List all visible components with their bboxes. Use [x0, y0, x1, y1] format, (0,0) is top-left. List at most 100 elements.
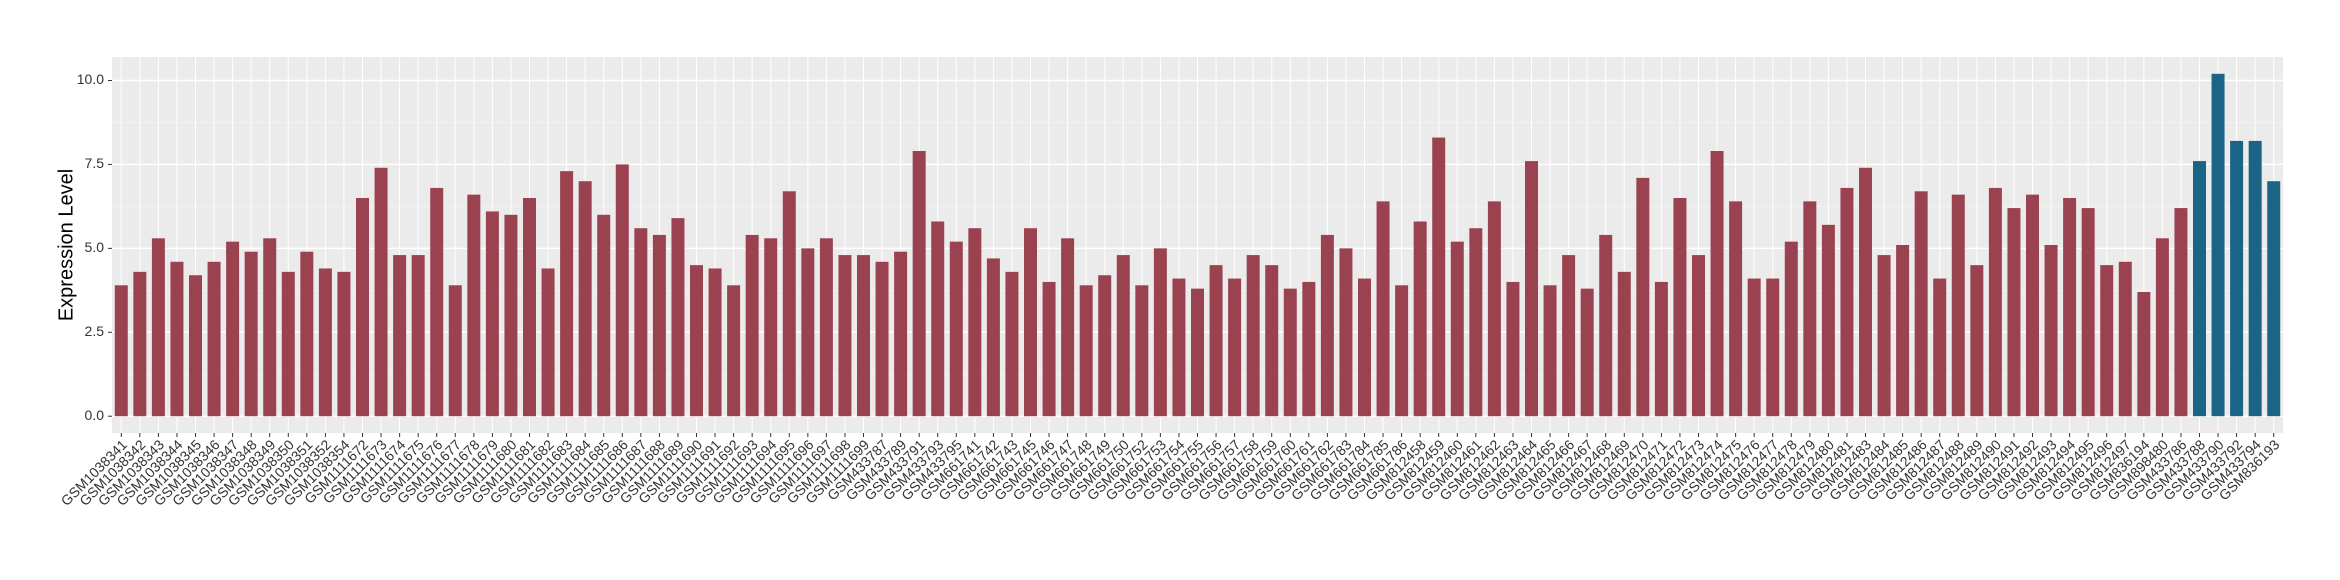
bar: [1116, 255, 1130, 417]
bar: [1784, 241, 1798, 417]
bar: [671, 218, 685, 417]
bar: [1061, 238, 1075, 417]
bar: [690, 265, 703, 417]
bar: [1821, 224, 1835, 417]
bar: [1469, 228, 1483, 417]
bar: [2100, 265, 2114, 417]
bar: [1283, 288, 1297, 417]
bar: [1191, 288, 1204, 417]
bar: [801, 248, 815, 417]
bar: [1005, 271, 1019, 417]
bar: [2081, 208, 2095, 417]
bar: [1376, 201, 1390, 417]
bar: [782, 191, 796, 417]
bar: [1840, 187, 1854, 417]
bar: [2007, 208, 2021, 417]
bar: [1079, 285, 1093, 417]
bar: [2026, 194, 2039, 417]
bar: [485, 211, 499, 417]
bar: [226, 241, 240, 417]
y-tick-label: 10.0: [77, 71, 104, 87]
bar: [1673, 198, 1687, 417]
bar: [189, 275, 202, 417]
bar: [430, 187, 444, 417]
bar: [1135, 285, 1149, 417]
bar: [170, 261, 184, 417]
bar: [337, 271, 351, 417]
bar: [968, 228, 982, 417]
bar: [2118, 261, 2132, 417]
bar: [857, 255, 870, 417]
bar: [1729, 201, 1743, 417]
bar: [2155, 238, 2169, 417]
bar: [411, 255, 425, 417]
bar: [1339, 248, 1353, 417]
bar: [281, 271, 295, 417]
bar: [1098, 275, 1112, 417]
bar: [1692, 255, 1705, 417]
bar: [2193, 161, 2206, 417]
bar: [467, 194, 481, 417]
bar: [1803, 201, 1817, 417]
bar: [114, 285, 128, 417]
bar: [1450, 241, 1464, 417]
bar: [2174, 208, 2188, 417]
bar: [1024, 228, 1037, 417]
bar: [615, 164, 629, 417]
bar: [1747, 278, 1761, 417]
bar: [764, 238, 778, 417]
bar: [560, 171, 574, 417]
y-tick-label: 7.5: [85, 155, 105, 171]
bar: [318, 268, 332, 417]
bar: [1432, 137, 1446, 417]
bar: [1302, 281, 1316, 417]
bar: [448, 285, 462, 417]
bar: [393, 255, 407, 417]
bar: [1636, 177, 1650, 417]
bar: [1654, 281, 1668, 417]
bar: [597, 214, 611, 417]
bar: [1228, 278, 1242, 417]
bar: [1395, 285, 1409, 417]
bar: [1580, 288, 1594, 417]
bar: [949, 241, 963, 417]
bar: [356, 198, 369, 417]
y-tick-label: 0.0: [85, 407, 105, 423]
bar: [1320, 234, 1334, 417]
y-axis-label: Expression Level: [55, 169, 77, 321]
bar: [1172, 278, 1186, 417]
bar: [2230, 140, 2244, 417]
bar: [819, 238, 833, 417]
bar: [986, 258, 1000, 417]
bar: [1951, 194, 1965, 417]
bar: [578, 181, 592, 417]
bar: [1599, 234, 1613, 417]
bar: [1246, 255, 1260, 417]
bar: [875, 261, 889, 417]
bar: [133, 271, 147, 417]
bar: [931, 221, 945, 417]
bar: [1506, 281, 1520, 417]
bar: [263, 238, 277, 417]
bar: [1766, 278, 1780, 417]
bar: [244, 251, 258, 417]
bar: [1358, 278, 1371, 417]
bar: [1487, 201, 1501, 417]
bar: [1153, 248, 1167, 417]
bar: [1914, 191, 1928, 417]
bar: [1710, 151, 1724, 417]
bar: [652, 234, 666, 417]
bar: [2211, 73, 2225, 417]
bar: [1877, 255, 1891, 417]
bar: [2044, 245, 2058, 417]
bar: [1933, 278, 1947, 417]
bar: [2063, 198, 2077, 417]
bar: [2137, 292, 2151, 417]
bar: [374, 167, 388, 417]
bar: [727, 285, 741, 417]
bar: [1042, 281, 1056, 417]
bar: [504, 214, 518, 417]
bar: [2267, 181, 2281, 417]
bar: [523, 198, 536, 417]
